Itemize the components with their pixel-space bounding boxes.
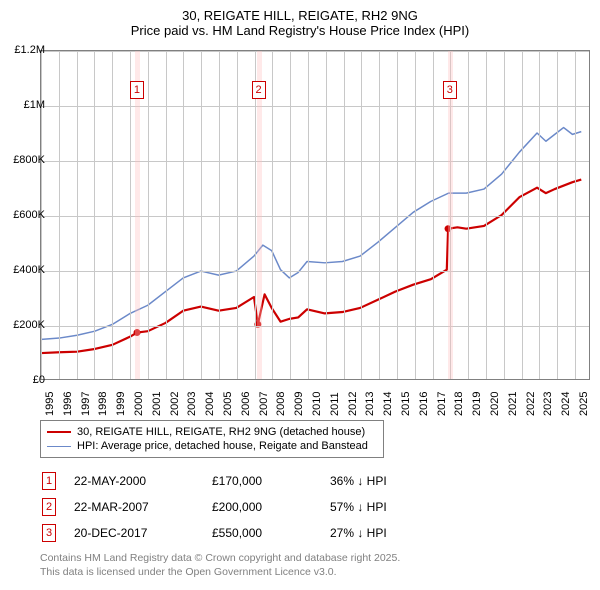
x-axis-label: 2021 bbox=[507, 392, 519, 416]
x-axis-label: 2002 bbox=[169, 392, 181, 416]
x-axis-label: 2013 bbox=[364, 392, 376, 416]
x-axis-label: 2018 bbox=[453, 392, 465, 416]
transaction-table: 1 22-MAY-2000 £170,000 36% ↓ HPI 2 22-MA… bbox=[40, 468, 560, 546]
y-axis-label: £600K bbox=[9, 209, 45, 221]
x-axis-label: 2009 bbox=[293, 392, 305, 416]
x-axis-label: 2016 bbox=[418, 392, 430, 416]
tx-pct: 27% ↓ HPI bbox=[330, 526, 430, 540]
legend-label: 30, REIGATE HILL, REIGATE, RH2 9NG (deta… bbox=[77, 426, 365, 438]
y-axis-label: £400K bbox=[9, 264, 45, 276]
tx-marker-box: 1 bbox=[42, 472, 56, 490]
y-axis-label: £1.2M bbox=[9, 44, 45, 56]
x-axis-label: 2023 bbox=[542, 392, 554, 416]
tx-price: £550,000 bbox=[212, 526, 312, 540]
footer-line: Contains HM Land Registry data © Crown c… bbox=[40, 552, 580, 566]
x-axis-label: 2024 bbox=[560, 392, 572, 416]
plot-area: 1 2 3 bbox=[40, 50, 590, 380]
table-row: 3 20-DEC-2017 £550,000 27% ↓ HPI bbox=[40, 520, 560, 546]
x-axis-label: 2004 bbox=[204, 392, 216, 416]
tx-price: £200,000 bbox=[212, 500, 312, 514]
x-axis-label: 2001 bbox=[151, 392, 163, 416]
legend-item: 30, REIGATE HILL, REIGATE, RH2 9NG (deta… bbox=[47, 425, 377, 439]
x-axis-label: 2012 bbox=[347, 392, 359, 416]
x-axis-label: 2019 bbox=[471, 392, 483, 416]
event-marker-box: 2 bbox=[252, 81, 266, 99]
x-axis-label: 2014 bbox=[382, 392, 394, 416]
x-axis-label: 2025 bbox=[578, 392, 590, 416]
table-row: 1 22-MAY-2000 £170,000 36% ↓ HPI bbox=[40, 468, 560, 494]
tx-marker-box: 3 bbox=[42, 524, 56, 542]
y-axis-label: £200K bbox=[9, 319, 45, 331]
tx-price: £170,000 bbox=[212, 474, 312, 488]
x-axis-label: 2006 bbox=[240, 392, 252, 416]
y-axis-label: £0 bbox=[9, 374, 45, 386]
tx-date: 22-MAR-2007 bbox=[74, 500, 194, 514]
legend-swatch bbox=[47, 431, 71, 433]
x-axis-label: 1998 bbox=[97, 392, 109, 416]
chart-container: 30, REIGATE HILL, REIGATE, RH2 9NG Price… bbox=[0, 0, 600, 590]
chart-title-sub: Price paid vs. HM Land Registry's House … bbox=[0, 23, 600, 38]
x-axis-label: 2017 bbox=[436, 392, 448, 416]
tx-pct: 36% ↓ HPI bbox=[330, 474, 430, 488]
footer-line: This data is licensed under the Open Gov… bbox=[40, 566, 580, 580]
x-axis-label: 1995 bbox=[44, 392, 56, 416]
chart-lines bbox=[41, 51, 589, 379]
x-axis-label: 2008 bbox=[275, 392, 287, 416]
x-axis-label: 1997 bbox=[80, 392, 92, 416]
legend-item: HPI: Average price, detached house, Reig… bbox=[47, 439, 377, 453]
footer-attribution: Contains HM Land Registry data © Crown c… bbox=[40, 552, 580, 579]
x-axis-label: 2005 bbox=[222, 392, 234, 416]
x-axis-label: 2011 bbox=[329, 392, 341, 416]
x-axis-label: 2022 bbox=[525, 392, 537, 416]
legend: 30, REIGATE HILL, REIGATE, RH2 9NG (deta… bbox=[40, 420, 384, 458]
legend-swatch bbox=[47, 446, 71, 447]
table-row: 2 22-MAR-2007 £200,000 57% ↓ HPI bbox=[40, 494, 560, 520]
x-axis-label: 2015 bbox=[400, 392, 412, 416]
tx-date: 22-MAY-2000 bbox=[74, 474, 194, 488]
tx-marker-box: 2 bbox=[42, 498, 56, 516]
y-axis-label: £1M bbox=[9, 99, 45, 111]
tx-date: 20-DEC-2017 bbox=[74, 526, 194, 540]
x-axis-label: 2010 bbox=[311, 392, 323, 416]
title-block: 30, REIGATE HILL, REIGATE, RH2 9NG Price… bbox=[0, 0, 600, 42]
chart-title-address: 30, REIGATE HILL, REIGATE, RH2 9NG bbox=[0, 8, 600, 23]
x-axis-label: 2007 bbox=[258, 392, 270, 416]
x-axis-label: 1999 bbox=[115, 392, 127, 416]
x-axis-label: 2020 bbox=[489, 392, 501, 416]
tx-pct: 57% ↓ HPI bbox=[330, 500, 430, 514]
x-axis-label: 2000 bbox=[133, 392, 145, 416]
x-axis-label: 1996 bbox=[62, 392, 74, 416]
y-axis-label: £800K bbox=[9, 154, 45, 166]
legend-label: HPI: Average price, detached house, Reig… bbox=[77, 440, 368, 452]
x-axis-label: 2003 bbox=[186, 392, 198, 416]
event-marker-box: 1 bbox=[130, 81, 144, 99]
event-marker-box: 3 bbox=[443, 81, 457, 99]
